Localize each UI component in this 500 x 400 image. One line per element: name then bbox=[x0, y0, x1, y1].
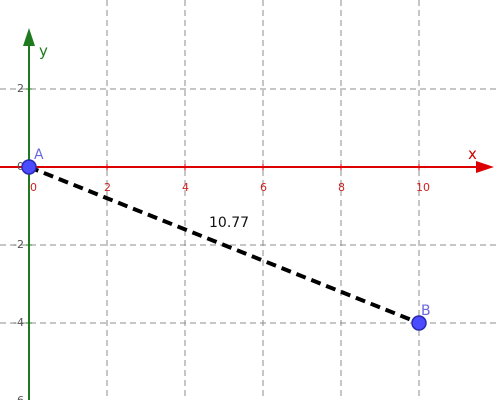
point-b[interactable] bbox=[411, 315, 427, 331]
segment-length-label: 10.77 bbox=[209, 215, 249, 231]
y-tick-label: -4 bbox=[13, 316, 24, 329]
x-tick-label: 8 bbox=[338, 181, 345, 194]
y-tick-label: -6 bbox=[13, 394, 24, 400]
y-tick-label: 2 bbox=[17, 82, 24, 95]
x-axis-arrow bbox=[476, 161, 494, 173]
x-tick-label: 0 bbox=[30, 181, 37, 194]
x-axis-label: x bbox=[468, 145, 477, 163]
x-tick-label: 6 bbox=[260, 181, 267, 194]
point-a[interactable] bbox=[21, 159, 37, 175]
point-label-b: B bbox=[421, 303, 431, 319]
points[interactable]: AB bbox=[21, 147, 431, 331]
x-tick-label: 4 bbox=[182, 181, 189, 194]
x-tick-label: 2 bbox=[104, 181, 111, 194]
x-tick-label: 10 bbox=[416, 181, 430, 194]
y-tick-label: -2 bbox=[13, 238, 24, 251]
y-axis-label: y bbox=[39, 42, 48, 60]
axes: x y bbox=[0, 28, 494, 400]
y-axis-arrow bbox=[23, 28, 35, 46]
point-label-a: A bbox=[34, 147, 44, 163]
segment-ab[interactable]: 10.77 bbox=[28, 165, 420, 325]
ticks: 0 2 4 6 8 10 2 0 -2 -4 -6 bbox=[13, 82, 430, 400]
segment-line[interactable] bbox=[28, 165, 420, 325]
y-tick-label: 0 bbox=[17, 160, 24, 173]
